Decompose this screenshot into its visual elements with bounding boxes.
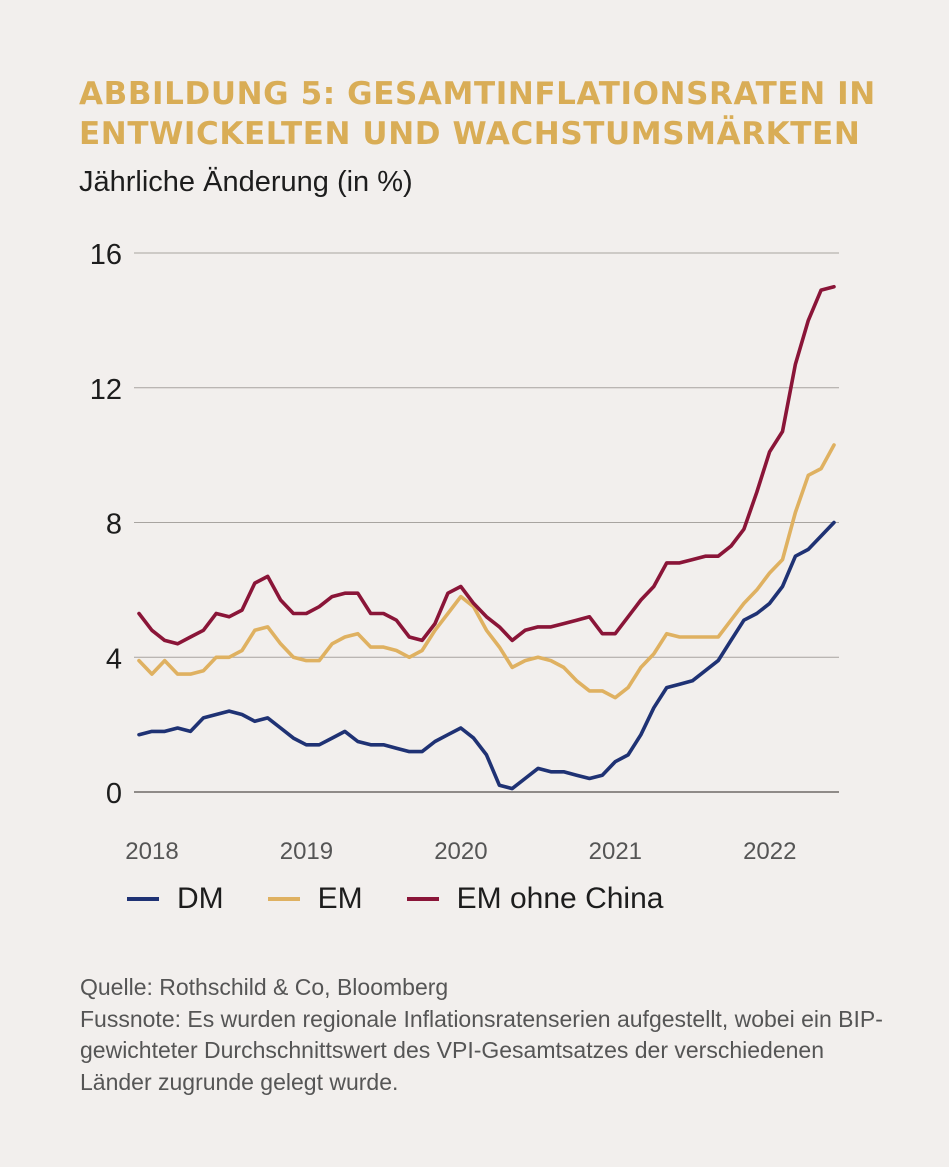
series-line-em (137, 443, 836, 700)
series-line-em-ohne-china (137, 284, 836, 646)
x-tick-label-2021: 2021 (589, 838, 642, 865)
legend-item-em: EM (267, 882, 363, 916)
footnote: Fussnote: Es wurden regionale Inflations… (80, 1005, 883, 1095)
chart-subtitle: Jährliche Änderung (in %) (79, 166, 413, 198)
x-tick-label-2018: 2018 (125, 838, 178, 865)
legend-label-em-ohne-china: EM ohne China (456, 882, 664, 915)
source-note: Quelle: Rothschild & Co, Bloomberg (80, 974, 449, 1000)
x-tick-label-2019: 2019 (280, 838, 333, 865)
legend-swatch-em (267, 897, 300, 901)
y-tick-label-12: 12 (90, 374, 122, 406)
legend-item-em-ohne-china: EM ohne China (406, 882, 664, 916)
chart-title: ABBILDUNG 5: GESAMTINFLATIONSRATEN IN EN… (79, 76, 876, 152)
chart-footer: Quelle: Rothschild & Co, Bloomberg Fussn… (80, 972, 900, 1098)
y-tick-label-8: 8 (106, 509, 122, 541)
x-tick-label-2020: 2020 (434, 838, 487, 865)
legend-swatch-em-ohne-china (406, 897, 439, 901)
legend-label-dm: DM (177, 882, 224, 915)
y-tick-label-4: 4 (106, 643, 122, 675)
series-line-dm (137, 520, 836, 791)
line-chart: 0 4 8 12 16 2018 2019 2020 2021 2022 (90, 239, 839, 865)
legend-label-em: EM (317, 882, 363, 915)
chart-legend: DM EM EM ohne China (127, 882, 707, 916)
legend-swatch-dm (127, 897, 159, 901)
y-tick-label-0: 0 (106, 778, 122, 810)
y-tick-label-16: 16 (90, 239, 122, 271)
legend-item-dm: DM (127, 882, 224, 916)
x-tick-label-2022: 2022 (743, 838, 796, 865)
